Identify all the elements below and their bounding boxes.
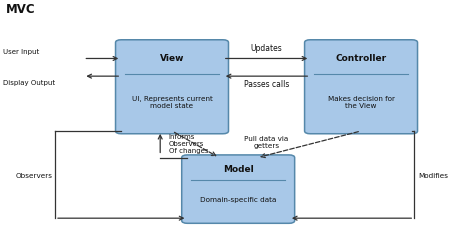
Text: Display Output: Display Output [3, 80, 55, 86]
Text: Modifies: Modifies [418, 173, 448, 179]
Text: Pull data via
getters: Pull data via getters [245, 135, 289, 149]
FancyBboxPatch shape [305, 40, 418, 134]
Text: User Input: User Input [3, 49, 39, 55]
Text: Passes calls: Passes calls [244, 80, 289, 89]
Text: Informs
Observers
Of changes: Informs Observers Of changes [169, 134, 208, 154]
Text: UI, Represents current
model state: UI, Represents current model state [132, 96, 212, 109]
Text: Controller: Controller [336, 54, 387, 63]
Text: Domain-specific data: Domain-specific data [200, 197, 276, 203]
Text: View: View [160, 54, 184, 63]
Text: MVC: MVC [5, 3, 35, 16]
Text: Makes decision for
the View: Makes decision for the View [328, 96, 394, 109]
Text: Updates: Updates [251, 44, 283, 53]
FancyBboxPatch shape [182, 155, 295, 223]
FancyBboxPatch shape [116, 40, 228, 134]
Text: Model: Model [223, 165, 254, 174]
Text: Observers: Observers [16, 173, 53, 179]
